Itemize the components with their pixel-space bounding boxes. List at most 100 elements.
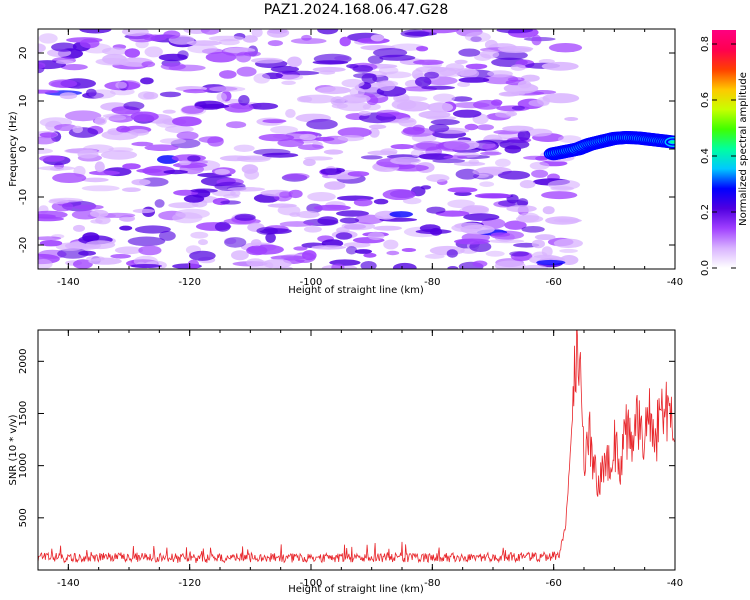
heatmap-cell	[162, 109, 176, 114]
heatmap-cell	[506, 205, 537, 213]
heatmap-cell	[130, 264, 163, 268]
heatmap-cell	[38, 259, 53, 269]
heatmap-cell	[317, 216, 339, 226]
heatmap-cell	[144, 144, 179, 151]
heatmap-cell	[311, 245, 347, 250]
heatmap-cell	[236, 66, 257, 77]
heatmap-cell	[64, 110, 102, 122]
heatmap-cell	[81, 177, 109, 183]
heatmap-cell	[378, 66, 399, 75]
heatmap-cell	[463, 213, 500, 221]
heatmap-cell	[101, 47, 129, 56]
heatmap-cell	[186, 40, 222, 46]
heatmap-cell	[517, 212, 540, 223]
heatmap-cell	[39, 155, 65, 162]
heatmap-cell	[376, 109, 400, 117]
colorbar-tick-label: 0.2	[700, 204, 711, 220]
heatmap-cell	[270, 125, 298, 134]
heatmap-cell	[99, 212, 136, 218]
heatmap-cell	[189, 250, 216, 261]
heatmap-cell	[454, 191, 472, 196]
heatmap-cell	[402, 126, 425, 135]
heatmap-cell	[491, 232, 511, 237]
heatmap-cell	[457, 81, 471, 87]
heatmap-cell	[378, 80, 396, 91]
heatmap-cell	[223, 193, 240, 199]
heatmap-cell	[200, 29, 220, 35]
heatmap-cell	[307, 192, 336, 202]
heatmap-cell	[425, 115, 457, 121]
heatmap-cell	[360, 155, 383, 160]
heatmap-cell	[447, 187, 478, 193]
heatmap-cell	[49, 166, 64, 171]
heatmap-cell	[472, 260, 488, 268]
heatmap-cell	[368, 124, 387, 130]
heatmap-cell	[557, 218, 582, 223]
heatmap-cell	[339, 217, 360, 224]
heatmap-cell	[85, 240, 116, 250]
heatmap-cell	[495, 158, 511, 167]
x-tick-label: -120	[178, 578, 201, 589]
heatmap-cell	[39, 132, 58, 138]
heatmap-cell	[496, 29, 533, 34]
heatmap-cell	[279, 221, 315, 227]
heatmap-cell	[176, 131, 199, 140]
heatmap-cell	[48, 79, 78, 88]
heatmap-cell	[337, 135, 365, 142]
heatmap-cell	[531, 169, 549, 178]
heatmap-cell	[453, 161, 486, 167]
heatmap-cell	[246, 245, 268, 256]
heatmap-cell	[510, 64, 526, 71]
heatmap-cell	[190, 188, 218, 193]
heatmap-cell	[303, 158, 316, 167]
heatmap-cell	[391, 99, 417, 110]
colorbar-tick-label: 0.8	[700, 36, 711, 52]
heatmap-cell	[521, 74, 540, 82]
heatmap-cell	[536, 259, 566, 266]
heatmap-cell	[443, 155, 468, 160]
heatmap-cell	[492, 50, 528, 60]
heatmap-cell	[485, 250, 505, 257]
heatmap-cell	[250, 239, 262, 248]
heatmap-cell	[177, 50, 189, 60]
heatmap-cell	[187, 155, 201, 162]
snr-y-label: SNR (10 * v/v)	[8, 414, 19, 485]
heatmap-cell	[38, 236, 62, 241]
snr-x-axis: -140 -120 -100 -80 -60 -40	[37, 330, 683, 589]
heatmap-cell	[420, 185, 432, 190]
heatmap-cell	[339, 36, 351, 47]
heatmap-cell	[531, 34, 542, 46]
heatmap-cell	[154, 199, 165, 208]
heatmap-cell	[373, 198, 389, 205]
heatmap-cell	[298, 144, 324, 151]
heatmap-cell	[346, 246, 358, 255]
heatmap-cell	[238, 95, 250, 106]
heatmap-cell	[88, 170, 121, 176]
heatmap-cell	[57, 248, 89, 259]
heatmap-cell	[430, 119, 460, 126]
heatmap-cell	[116, 125, 131, 133]
snr-x-label: Height of straight line (km)	[288, 584, 424, 595]
heatmap-cell	[383, 239, 399, 250]
heatmap-cell	[219, 70, 237, 79]
heatmap-cell	[72, 125, 83, 134]
heatmap-cell	[446, 249, 458, 258]
heatmap-cell	[401, 248, 417, 252]
heatmap-cell	[320, 168, 342, 176]
heatmap-cell	[426, 206, 446, 214]
heatmap-cell	[535, 156, 549, 161]
heatmap-cell	[55, 60, 74, 64]
heatmap-cell	[39, 240, 63, 247]
heatmap-cell	[282, 70, 320, 76]
heatmap-cell	[421, 29, 460, 34]
heatmap-cell	[144, 46, 163, 58]
heatmap-cell	[335, 232, 353, 240]
heatmap-cell	[458, 48, 481, 57]
heatmap-cell	[127, 236, 166, 247]
heatmap-cell	[432, 158, 466, 164]
heatmap-cell	[298, 94, 337, 104]
heatmap-cell	[479, 181, 495, 187]
heatmap-cell	[336, 210, 369, 217]
heatmap-cell	[411, 142, 441, 151]
heatmap-cell	[454, 238, 490, 245]
